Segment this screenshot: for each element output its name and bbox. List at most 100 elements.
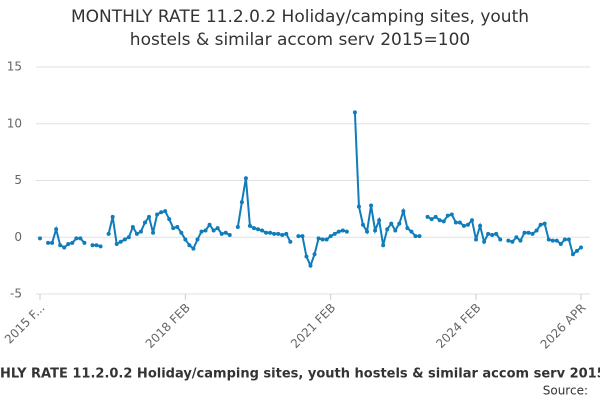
point xyxy=(558,242,563,247)
point xyxy=(256,227,261,232)
point xyxy=(482,239,487,244)
point xyxy=(514,235,519,240)
point xyxy=(126,235,131,240)
point xyxy=(235,225,240,230)
point xyxy=(38,236,42,241)
point xyxy=(187,243,192,248)
point xyxy=(147,214,152,219)
point xyxy=(360,222,365,227)
point xyxy=(542,221,547,226)
point xyxy=(453,220,458,225)
point xyxy=(449,212,454,217)
point xyxy=(264,230,269,235)
point xyxy=(445,213,450,218)
point xyxy=(328,234,333,239)
point xyxy=(405,226,410,231)
point xyxy=(219,231,224,236)
point xyxy=(401,209,406,214)
point xyxy=(138,229,143,234)
point xyxy=(494,231,499,236)
chart-title: MONTHLY RATE 11.2.0.2 Holiday/camping si… xyxy=(70,7,530,50)
point xyxy=(530,231,535,236)
point xyxy=(373,228,378,233)
point xyxy=(566,237,571,242)
point xyxy=(526,230,531,235)
point xyxy=(179,230,184,235)
point xyxy=(223,230,228,235)
point xyxy=(251,226,256,231)
x-tick-label: 2024 FEB xyxy=(433,301,483,351)
point xyxy=(356,204,361,209)
x-tick-label: 2018 FEB xyxy=(143,301,193,351)
point xyxy=(381,243,386,248)
y-tick-label: 10 xyxy=(7,116,22,130)
point xyxy=(498,237,503,242)
point xyxy=(304,254,309,259)
point xyxy=(308,263,313,268)
point xyxy=(550,238,555,243)
point xyxy=(66,242,71,247)
point xyxy=(114,242,119,247)
point xyxy=(54,227,59,232)
point xyxy=(207,222,212,227)
point xyxy=(385,227,390,232)
y-tick-label: 15 xyxy=(7,60,22,74)
point xyxy=(130,225,135,230)
point xyxy=(365,229,370,234)
point xyxy=(260,228,265,233)
point xyxy=(243,176,248,181)
point xyxy=(300,234,305,239)
point xyxy=(336,229,341,234)
point xyxy=(546,237,551,242)
point xyxy=(272,231,277,236)
point xyxy=(409,229,414,234)
y-tick-label: 5 xyxy=(14,173,22,187)
point xyxy=(167,217,172,222)
point xyxy=(46,240,51,245)
point xyxy=(413,234,418,239)
point xyxy=(506,238,511,243)
point xyxy=(574,248,579,253)
point xyxy=(429,217,434,222)
point xyxy=(389,221,394,226)
point xyxy=(490,232,495,237)
point xyxy=(377,218,382,223)
point xyxy=(155,212,160,217)
point xyxy=(268,230,273,235)
point xyxy=(195,237,200,242)
point xyxy=(433,214,438,219)
point xyxy=(510,239,515,244)
point xyxy=(538,222,543,227)
point xyxy=(74,236,79,241)
point xyxy=(397,221,402,226)
point xyxy=(199,229,204,234)
point xyxy=(518,238,523,243)
point xyxy=(478,223,483,228)
point xyxy=(142,220,147,225)
point xyxy=(151,230,156,235)
point xyxy=(393,228,398,233)
point xyxy=(90,243,95,248)
point xyxy=(534,228,539,233)
point xyxy=(134,231,139,236)
point xyxy=(203,228,208,233)
point xyxy=(227,232,232,237)
point xyxy=(70,240,75,245)
point xyxy=(316,236,321,241)
point xyxy=(159,210,164,215)
point xyxy=(425,214,430,219)
point xyxy=(486,231,491,236)
y-tick-label: 0 xyxy=(14,230,22,244)
point xyxy=(191,246,196,251)
line xyxy=(48,112,582,269)
point xyxy=(562,237,567,242)
point xyxy=(352,110,357,115)
x-tick-label: 2026 APR xyxy=(538,301,589,352)
point xyxy=(106,231,111,236)
point xyxy=(441,219,446,224)
x-axis-label: MONTHLY RATE 11.2.0.2 Holiday/camping si… xyxy=(0,367,600,382)
point xyxy=(50,240,55,245)
point xyxy=(98,244,103,249)
point xyxy=(62,245,67,250)
